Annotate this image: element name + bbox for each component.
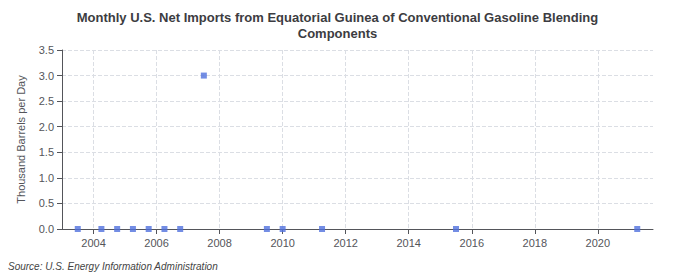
svg-text:2.5: 2.5 <box>39 95 54 107</box>
svg-text:0.5: 0.5 <box>39 197 54 209</box>
svg-text:2018: 2018 <box>523 237 547 249</box>
svg-text:2008: 2008 <box>207 237 231 249</box>
svg-text:3.0: 3.0 <box>39 70 54 82</box>
svg-text:2010: 2010 <box>270 237 294 249</box>
svg-text:2016: 2016 <box>460 237 484 249</box>
svg-text:2012: 2012 <box>333 237 357 249</box>
svg-text:2014: 2014 <box>396 237 420 249</box>
svg-text:1.0: 1.0 <box>39 172 54 184</box>
svg-text:Components: Components <box>298 26 377 41</box>
svg-text:Source: U.S. Energy Informatio: Source: U.S. Energy Information Administ… <box>8 261 218 272</box>
svg-text:1.5: 1.5 <box>39 146 54 158</box>
svg-text:2.0: 2.0 <box>39 121 54 133</box>
svg-text:2020: 2020 <box>586 237 610 249</box>
svg-text:0.0: 0.0 <box>39 223 54 235</box>
svg-text:Thousand Barrels per Day: Thousand Barrels per Day <box>15 75 27 204</box>
svg-text:Monthly U.S. Net Imports from: Monthly U.S. Net Imports from Equatorial… <box>77 10 599 25</box>
svg-text:2004: 2004 <box>81 237 105 249</box>
svg-text:2006: 2006 <box>144 237 168 249</box>
svg-text:3.5: 3.5 <box>39 44 54 56</box>
